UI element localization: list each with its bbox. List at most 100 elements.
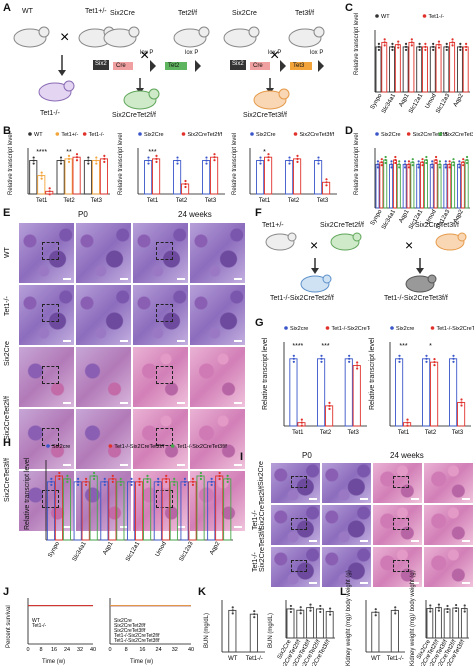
panel-label-c: C bbox=[345, 2, 353, 14]
grid-e-tile-4-3 bbox=[189, 470, 246, 532]
tick-label-j2-5: 40 bbox=[188, 647, 194, 653]
tick-label-k1-1: Tet1-/- bbox=[246, 656, 263, 662]
bar-c-1-0 bbox=[389, 46, 396, 93]
scale-bar bbox=[120, 278, 128, 280]
panel-i-row-tet2: Tet1-/- Six2CreTet2f/f bbox=[252, 486, 266, 530]
bar-d-4-1 bbox=[433, 159, 438, 209]
point-k2-0-0-2 bbox=[289, 610, 292, 614]
panel-a-diagram: × × × bbox=[13, 26, 325, 110]
grid-e-tile-2-0 bbox=[18, 346, 75, 408]
point-h-2-1-0 bbox=[111, 474, 114, 478]
legend-marker-g1-1 bbox=[325, 326, 330, 330]
point-k2-2-0-0 bbox=[309, 603, 312, 606]
point-g1-2-0-2 bbox=[348, 360, 351, 363]
scale-bar bbox=[309, 582, 317, 584]
tick-label-c-5: Slc12a3 bbox=[435, 92, 451, 114]
legend-label-d-1: Six2CreTet2f/f bbox=[413, 132, 448, 138]
point-h-0-2-0 bbox=[66, 474, 69, 478]
point-d-5-0-2 bbox=[444, 166, 447, 169]
point-b1-2-0-1 bbox=[87, 159, 90, 162]
point-h-3-0-2 bbox=[130, 483, 133, 486]
point-b3-1-0-1 bbox=[288, 159, 291, 162]
point-k1-1-0-2 bbox=[253, 616, 256, 619]
scale-bar bbox=[234, 402, 242, 404]
point-k2-4-0-0 bbox=[329, 607, 332, 610]
grid-e-tile-4-1 bbox=[75, 470, 132, 532]
label-tet1-het: Tet1+/- bbox=[85, 8, 107, 15]
mouse-icon-tet1-ko bbox=[38, 80, 75, 102]
inset-box bbox=[155, 241, 173, 261]
mouse-icon-tet3ff bbox=[288, 26, 325, 48]
point-d-6-2-2 bbox=[465, 161, 469, 165]
label-tet2ff: Tet2f/f bbox=[178, 10, 198, 17]
annotation-g2-0: *** bbox=[399, 343, 407, 350]
point-k2-4-0-1 bbox=[329, 610, 332, 613]
panel-e-row-tet1: Tet1-/- bbox=[4, 296, 11, 316]
panel-label-k: K bbox=[198, 586, 206, 598]
annotation-g1-1: *** bbox=[321, 343, 329, 350]
point-h-3-1-1 bbox=[138, 480, 141, 483]
grid-i-tile-0-1 bbox=[321, 462, 372, 504]
point-b1-1-1-2 bbox=[67, 160, 71, 163]
svg-text:×: × bbox=[140, 47, 149, 64]
point-d-3-1-0 bbox=[421, 158, 424, 161]
bar-d-5-1 bbox=[447, 163, 452, 209]
point-h-2-2-2 bbox=[119, 483, 122, 486]
grid-e-tile-0-2 bbox=[132, 222, 189, 284]
point-g1-0-1-0 bbox=[300, 418, 303, 421]
point-b1-2-2-1 bbox=[103, 157, 106, 160]
scale-bar bbox=[360, 540, 368, 542]
point-d-0-0-1 bbox=[376, 163, 380, 166]
legend-label-j2-0: Six2Cre bbox=[114, 618, 132, 624]
bar-c-5-1 bbox=[449, 41, 456, 93]
point-b1-0-1-0 bbox=[40, 171, 43, 174]
tick-label-j1-5: 40 bbox=[90, 647, 96, 653]
legend-label-j2-3: Tet1-/-Six2CreTet2f/f bbox=[114, 633, 160, 639]
point-b3-2-1-1 bbox=[325, 181, 328, 184]
bar-d-5-0 bbox=[443, 163, 448, 209]
point-d-5-2-2 bbox=[452, 164, 455, 167]
bar-k2-0-0 bbox=[286, 608, 295, 639]
bar-h-1-0 bbox=[73, 481, 82, 541]
grid-i-tile-1-0 bbox=[270, 504, 321, 546]
bar-b1-1-1 bbox=[64, 158, 73, 195]
scale-bar bbox=[177, 402, 185, 404]
legend-label-j2-4: Tet1-/-Six2CreTet3f/f bbox=[114, 638, 160, 644]
point-c-3-1-2 bbox=[424, 48, 427, 52]
point-g2-0-1-1 bbox=[406, 421, 409, 424]
panel-l1-ylabel: Kidney weight (mg)/ body weight (g) bbox=[346, 570, 352, 666]
tick-label-b2-2: Tet3 bbox=[205, 198, 217, 204]
point-d-4-1-2 bbox=[434, 161, 438, 165]
tick-label-j2-4: 32 bbox=[172, 647, 178, 653]
bar-d-3-0 bbox=[416, 163, 421, 209]
point-c-2-1-1 bbox=[410, 41, 413, 44]
point-d-4-2-1 bbox=[438, 163, 442, 166]
grid-e-tile-2-1 bbox=[75, 346, 132, 408]
point-g2-2-0-2 bbox=[452, 360, 455, 363]
point-c-4-0-0 bbox=[432, 42, 435, 46]
bar-k1-0-0 bbox=[228, 609, 237, 653]
point-d-4-1-1 bbox=[434, 158, 438, 162]
legend-marker-g1-0 bbox=[284, 326, 288, 330]
point-h-2-2-1 bbox=[119, 480, 122, 483]
point-b3-0-0-0 bbox=[259, 156, 262, 159]
label-tet1-ko: Tet1-/- bbox=[40, 110, 60, 117]
panel-j1-xlabel: Time (w) bbox=[42, 659, 66, 665]
bar-l2-1-0 bbox=[435, 607, 442, 639]
panel-e-row-six2cre: Six2Cre bbox=[4, 341, 11, 366]
tick-label-c-2: Aqp1 bbox=[398, 92, 411, 108]
point-c-1-0-0 bbox=[391, 42, 394, 46]
point-d-1-1-2 bbox=[394, 161, 397, 165]
legend-label-b2-1: Six2CreTet2f/f bbox=[188, 132, 223, 138]
annotation-b3-0: * bbox=[263, 149, 266, 156]
tick-label-g1-2: Tet3 bbox=[347, 430, 359, 436]
bar-h-6-2 bbox=[223, 478, 232, 541]
bar-k2-2-0 bbox=[306, 607, 315, 639]
bar-d-3-1 bbox=[420, 161, 425, 209]
bar-h-6-1 bbox=[215, 475, 224, 541]
bar-l2-2-0 bbox=[443, 608, 451, 639]
point-c-0-0-2 bbox=[377, 48, 380, 52]
annotation-b1-1: ** bbox=[66, 149, 72, 156]
point-c-6-1-2 bbox=[465, 48, 468, 52]
point-d-1-0-1 bbox=[390, 163, 393, 166]
